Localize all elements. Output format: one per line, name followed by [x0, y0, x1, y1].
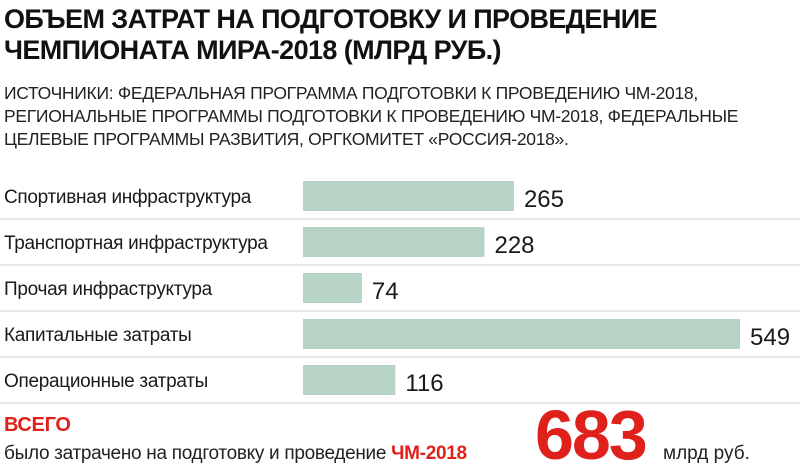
- value-label: 74: [372, 278, 399, 305]
- value-label: 228: [494, 232, 534, 259]
- title-line: ЧЕМПИОНАТА МИРА-2018 (МЛРД РУБ.): [4, 35, 502, 65]
- value-label: 549: [750, 324, 790, 351]
- bar-chart: Спортивная инфраструктура 265 Транспортная…: [0, 181, 800, 404]
- category-label: Капитальные затраты: [4, 325, 192, 346]
- total-text: было затрачено на подготовку и проведени…: [4, 443, 387, 464]
- value-label: 116: [405, 370, 443, 397]
- chart-title: ОБЪЕМ ЗАТРАТ НА ПОДГОТОВКУ И ПРОВЕДЕНИЕ …: [4, 4, 794, 66]
- category-label: Операционные затраты: [4, 371, 208, 392]
- bar: [303, 181, 514, 211]
- bar: [303, 319, 740, 349]
- bar: [303, 273, 362, 303]
- category-label: Прочая инфраструктура: [4, 279, 213, 300]
- sources-note: ИСТОЧНИКИ: ФЕДЕРАЛЬНАЯ ПРОГРАММА ПОДГОТО…: [4, 82, 794, 151]
- total-unit: млрд руб.: [663, 443, 750, 464]
- value-label: 265: [524, 186, 564, 213]
- total-label: ВСЕГО: [4, 414, 71, 436]
- source-line: ЦЕЛЕВЫЕ ПРОГРАММЫ РАЗВИТИЯ, ОРГКОМИТЕТ «…: [4, 129, 569, 149]
- category-label: Спортивная инфраструктура: [4, 187, 252, 208]
- source-line: ИСТОЧНИКИ: ФЕДЕРАЛЬНАЯ ПРОГРАММА ПОДГОТО…: [4, 83, 698, 103]
- category-label: Транспортная инфраструктура: [4, 233, 268, 254]
- total-accent: ЧМ-2018: [391, 443, 467, 464]
- bar: [303, 365, 396, 395]
- total-value: 683: [535, 396, 648, 474]
- bar: [303, 227, 485, 257]
- total-description: было затрачено на подготовку и проведени…: [4, 443, 467, 465]
- source-line: РЕГИОНАЛЬНЫЕ ПРОГРАММЫ ПОДГОТОВКИ К ПРОВ…: [4, 106, 739, 126]
- title-line: ОБЪЕМ ЗАТРАТ НА ПОДГОТОВКУ И ПРОВЕДЕНИЕ: [4, 4, 658, 34]
